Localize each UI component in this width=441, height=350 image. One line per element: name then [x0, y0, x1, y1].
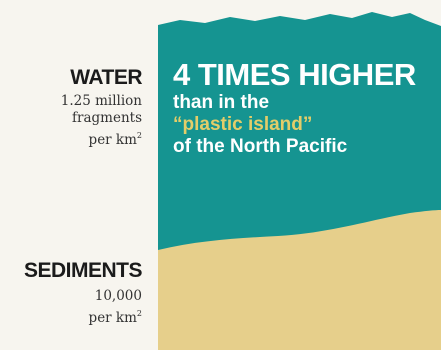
water-label: WATER: [70, 66, 142, 89]
headline-highlight: “plastic island”: [173, 114, 313, 135]
headline-line: of the North Pacific: [173, 136, 348, 157]
sediment-layer: [158, 210, 441, 350]
unit-superscript: 2: [136, 309, 142, 318]
sediments-value: 10,000 per km2: [89, 288, 142, 327]
sediments-unit: per km2: [89, 305, 142, 327]
water-value-line: fragments: [72, 110, 142, 126]
water-unit: per km2: [61, 127, 142, 149]
water-value-line: 1.25 million: [60, 93, 142, 109]
unit-text: per km: [88, 310, 137, 326]
labels-column: WATER 1.25 million fragments per km2 SED…: [0, 0, 150, 350]
unit-superscript: 2: [136, 131, 142, 140]
headline-line: than in the: [173, 92, 270, 113]
unit-text: per km: [88, 132, 137, 148]
sediments-value-line: 10,000: [94, 288, 142, 304]
sediments-label: SEDIMENTS: [23, 259, 143, 282]
water-value: 1.25 million fragments per km2: [61, 93, 142, 149]
headline: 4 TIMES HIGHER than in the “plastic isla…: [173, 58, 416, 158]
headline-main: 4 TIMES HIGHER: [173, 57, 416, 92]
